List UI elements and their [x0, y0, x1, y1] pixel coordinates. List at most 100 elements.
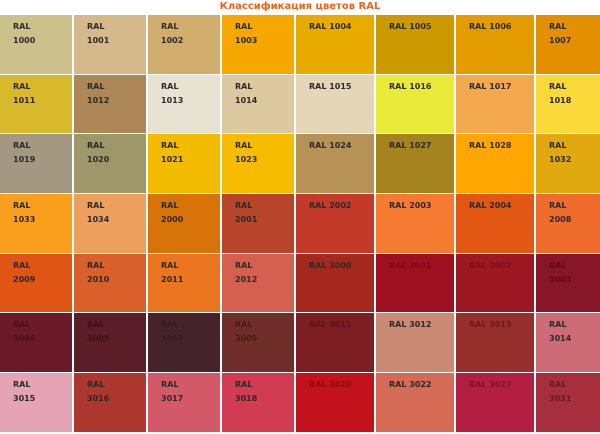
swatch-label: RAL 1015 — [309, 81, 352, 91]
swatch-label: RAL 1017 — [469, 81, 512, 91]
swatch-label: RAL 2002 — [309, 201, 352, 211]
swatch-label: RAL 3012 — [389, 320, 432, 330]
swatch-label: RAL 3011 — [309, 320, 352, 330]
color-swatch: RAL 2003 — [376, 194, 454, 254]
color-swatch: RAL 3009 — [222, 313, 294, 374]
color-swatch: RAL 3003 — [536, 253, 600, 314]
swatch-label: RAL 1006 — [469, 22, 512, 31]
swatch-label: RAL 1020 — [87, 141, 110, 165]
swatch-label: RAL 3031 — [549, 380, 572, 404]
color-swatch: RAL 1023 — [222, 134, 294, 195]
color-swatch: RAL 1032 — [536, 134, 600, 195]
color-swatch: RAL 3011 — [296, 313, 374, 374]
color-swatch: RAL 1018 — [536, 74, 600, 135]
swatch-label: RAL 3004 — [13, 320, 36, 344]
color-swatch: RAL 1003 — [222, 15, 294, 75]
color-swatch: RAL 3012 — [376, 313, 454, 374]
color-swatch: RAL 2002 — [296, 194, 374, 254]
color-swatch: RAL 3014 — [536, 313, 600, 374]
color-swatch: RAL 2008 — [536, 194, 600, 254]
color-swatch: RAL 1014 — [222, 74, 294, 135]
swatch-label: RAL 3018 — [235, 380, 258, 404]
swatch-label: RAL 1000 — [13, 22, 36, 45]
swatch-label: RAL 2012 — [235, 260, 258, 284]
swatch-label: RAL 3005 — [87, 320, 110, 344]
swatch-label: RAL 3002 — [469, 260, 512, 270]
swatch-label: RAL 3000 — [309, 260, 352, 270]
swatch-label: RAL 1003 — [235, 22, 258, 45]
color-swatch: RAL 3002 — [456, 253, 534, 314]
color-swatch: RAL 1012 — [74, 74, 146, 135]
swatch-label: RAL 1021 — [161, 141, 184, 165]
swatch-label: RAL 1024 — [309, 141, 352, 151]
swatch-label: RAL 1013 — [161, 81, 184, 105]
swatch-label: RAL 1011 — [13, 81, 36, 105]
swatch-label: RAL 3022 — [389, 380, 432, 390]
color-swatch: RAL 2010 — [74, 253, 146, 314]
color-swatch: RAL 3001 — [376, 253, 454, 314]
ral-color-grid: RAL 1000 RAL 1001 RAL 1002 RAL 1003 RAL 1004… — [0, 15, 600, 433]
color-swatch: RAL 1005 — [376, 15, 454, 75]
swatch-label: RAL 2010 — [87, 260, 110, 284]
swatch-label: RAL 3003 — [549, 260, 572, 284]
swatch-label: RAL 1001 — [87, 22, 110, 45]
swatch-label: RAL 3013 — [469, 320, 512, 330]
swatch-label: RAL 1007 — [549, 22, 572, 45]
swatch-label: RAL 1005 — [389, 22, 432, 31]
page-title: Классификация цветов RAL — [219, 1, 381, 12]
swatch-label: RAL 3027 — [469, 380, 512, 390]
swatch-label: RAL 1018 — [549, 81, 572, 105]
color-swatch: RAL 1027 — [376, 134, 454, 195]
color-swatch: RAL 3015 — [0, 373, 72, 433]
swatch-label: RAL 3009 — [235, 320, 258, 344]
color-swatch: RAL 1033 — [0, 194, 72, 254]
color-swatch: RAL 3004 — [0, 313, 72, 374]
swatch-label: RAL 1004 — [309, 22, 352, 31]
swatch-label: RAL 3015 — [13, 380, 36, 404]
swatch-label: RAL 1027 — [389, 141, 432, 151]
color-swatch: RAL 3020 — [296, 373, 374, 433]
color-swatch: RAL 1017 — [456, 74, 534, 135]
color-swatch: RAL 2004 — [456, 194, 534, 254]
color-swatch: RAL 1006 — [456, 15, 534, 75]
color-swatch: RAL 1013 — [148, 74, 220, 135]
color-swatch: RAL 3031 — [536, 373, 600, 433]
color-swatch: RAL 1007 — [536, 15, 600, 75]
swatch-label: RAL 1002 — [161, 22, 184, 45]
color-swatch: RAL 1021 — [148, 134, 220, 195]
color-swatch: RAL 1020 — [74, 134, 146, 195]
color-swatch: RAL 1015 — [296, 74, 374, 135]
color-swatch: RAL 3017 — [148, 373, 220, 433]
swatch-label: RAL 1034 — [87, 201, 110, 225]
color-swatch: RAL 1000 — [0, 15, 72, 75]
swatch-label: RAL 3016 — [87, 380, 110, 404]
swatch-label: RAL 2011 — [161, 260, 184, 284]
color-swatch: RAL 1004 — [296, 15, 374, 75]
swatch-label: RAL 2003 — [389, 201, 432, 211]
color-swatch: RAL 3022 — [376, 373, 454, 433]
color-swatch: RAL 3027 — [456, 373, 534, 433]
color-swatch: RAL 1011 — [0, 74, 72, 135]
swatch-label: RAL 2001 — [235, 201, 258, 225]
swatch-label: RAL 1012 — [87, 81, 110, 105]
swatch-label: RAL 2009 — [13, 260, 36, 284]
swatch-label: RAL 2008 — [549, 201, 572, 225]
color-swatch: RAL 1019 — [0, 134, 72, 195]
swatch-label: RAL 3020 — [309, 380, 352, 390]
color-swatch: RAL 3016 — [74, 373, 146, 433]
swatch-label: RAL 3014 — [549, 320, 572, 344]
color-swatch: RAL 3000 — [296, 253, 374, 314]
swatch-label: RAL 3007 — [161, 320, 184, 344]
color-swatch: RAL 2000 — [148, 194, 220, 254]
color-swatch: RAL 2009 — [0, 253, 72, 314]
swatch-label: RAL 1014 — [235, 81, 258, 105]
swatch-label: RAL 3001 — [389, 260, 432, 270]
color-swatch: RAL 3005 — [74, 313, 146, 374]
swatch-label: RAL 1019 — [13, 141, 36, 165]
swatch-label: RAL 2000 — [161, 201, 184, 225]
swatch-label: RAL 1032 — [549, 141, 572, 165]
color-swatch: RAL 3013 — [456, 313, 534, 374]
color-swatch: RAL 3007 — [148, 313, 220, 374]
swatch-label: RAL 2004 — [469, 201, 512, 211]
swatch-label: RAL 1028 — [469, 141, 512, 151]
